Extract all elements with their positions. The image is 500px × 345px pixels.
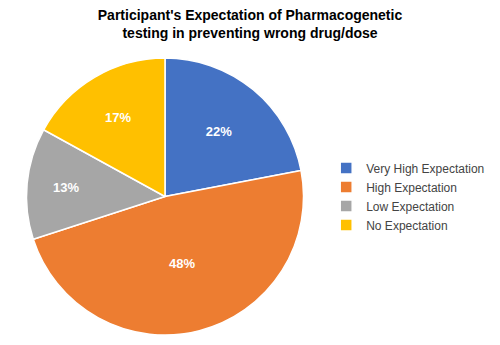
svg-text:Very High Expectation: Very High Expectation (366, 162, 484, 176)
svg-text:No Expectation: No Expectation (366, 219, 447, 233)
svg-text:48%: 48% (169, 256, 195, 271)
svg-text:22%: 22% (206, 124, 232, 139)
svg-text:13%: 13% (53, 180, 79, 195)
svg-text:Low Expectation: Low Expectation (366, 200, 454, 214)
svg-text:17%: 17% (105, 110, 131, 125)
svg-text:Participant's Expectation of P: Participant's Expectation of Pharmacogen… (98, 7, 403, 41)
svg-text:High Expectation: High Expectation (366, 181, 457, 195)
